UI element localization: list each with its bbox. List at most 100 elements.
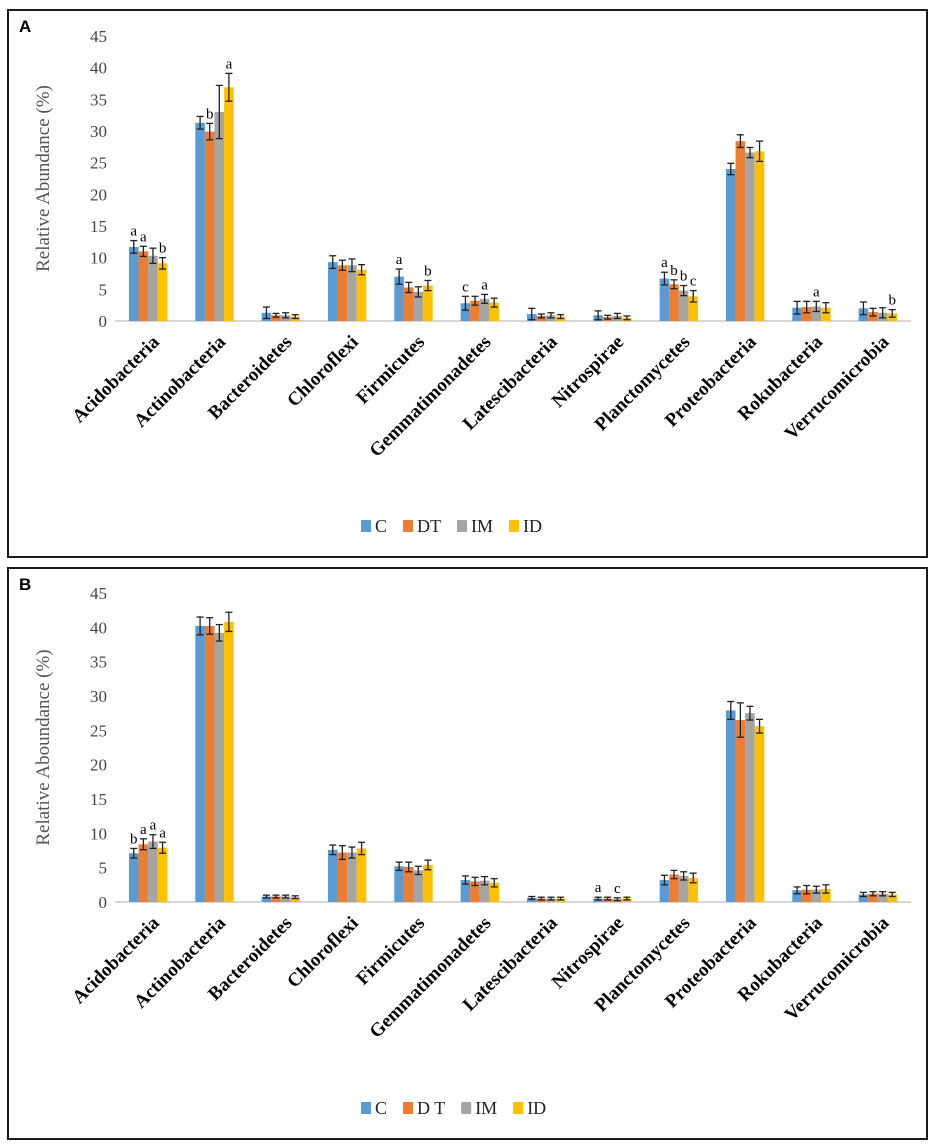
panel-b-bar-actinobacteria-id [224,621,234,902]
panel-b-errorbar-chloroflexi-id [358,841,366,856]
panel-a-errorbar-rokubacteria-dt [803,300,811,314]
panel-a-errorbar-proteobacteria-im [746,146,754,159]
panel-b-errorbar-acidobacteria-c [130,847,138,859]
chart-a: 0 5 10 15 20 25 30 35 40 45 Relative Abundance (%)… [33,27,911,536]
panel-b-category-gemmatimonadetes: Gemmatimonadetes [366,913,496,1043]
panel-b-bar-chloroflexi-im [347,852,357,902]
panel-b-bar-bacteroidetes-dt [271,896,281,902]
panel-b-ytick-5: 5 [99,859,108,878]
panel-b-errorbar-verrucomicrobia-c [859,891,867,898]
panel-a-errorbar-verrucomicrobia-id [888,308,896,318]
panel-b-bar-proteobacteria-c [725,710,736,902]
panel-b-errorbar-bacteroidetes-c [262,894,270,899]
panel-a-errorbar-nitrospirae-id [623,315,631,321]
panel-b-errorbar-verrucomicrobia-id [888,891,896,898]
panel-b-significance-letter: a [595,880,602,896]
panel-b-significance-letter: a [159,825,166,841]
panel-a-significance-letter: a [130,224,137,240]
panel-b-errorbar-gemmatimonadetes-im [481,875,489,886]
panel-b-significance-letter: c [614,881,621,897]
panel-a-significance-letter: b [670,263,678,279]
panel-a-errorbar-verrucomicrobia-im [879,307,887,319]
panel-b-errorbar-bacteroidetes-dt [272,894,280,899]
panel-a-ytick-20: 20 [90,185,107,204]
panel-b-errorbar-planctomycetes-c [660,874,668,886]
panel-b-bar-bacteroidetes-c [261,896,272,902]
panel-a-bar-planctomycetes-c [659,278,670,321]
panel-a-errorbar-rokubacteria-im [812,300,820,313]
panel-a-significance-letter: b [206,106,214,122]
panel-a-errorbar-rokubacteria-c [793,300,801,315]
panel-b-bar-planctomycetes-im [678,875,689,902]
panel-a-ytick-35: 35 [90,90,107,109]
panel-b-bar-verrucomicrobia-dt [868,893,878,902]
panel-a-significance-letter: b [424,263,432,279]
panel-b-bar-gemmatimonadetes-dt [470,881,480,902]
panel-a-errorbar-firmicutes-id [424,279,432,292]
panel-b-bar-gemmatimonadetes-id [489,882,500,902]
panel-b-errorbar-planctomycetes-dt [670,869,678,880]
panel-a-bar-acidobacteria-dt [138,251,149,321]
legend-swatch-dt [403,1102,414,1114]
legend-label-dt: DT [417,516,441,536]
panel-a-errorbar-actinobacteria-im [215,84,223,140]
panel-b-errorbar-rokubacteria-id [822,884,830,894]
panel-a-bar-rokubacteria-id [821,307,831,321]
panel-a-significance-letter: b [888,293,896,309]
panel-b-errorbar-bacteroidetes-id [291,895,299,900]
panel-b-category-chloroflexi: Chloroflexi [283,913,363,993]
panel-a-y-axis-label: Relative Abundance (%) [33,85,54,272]
panel-b-bar-bacteroidetes-id [290,897,301,902]
panel-a-bar-actinobacteria-im [214,112,225,321]
panel-a-ytick-15: 15 [90,217,107,236]
panel-a-errorbar-firmicutes-c [395,268,403,285]
panel-a-errorbar-chloroflexi-c [329,255,337,270]
legend-swatch-id [509,520,520,532]
legend-label-c: C [375,1098,387,1118]
panel-a-ytick-30: 30 [90,122,107,141]
legend-swatch-c [361,520,371,532]
panel-a-ytick-0: 0 [99,312,108,331]
panel-a-bar-chloroflexi-id [356,269,367,321]
panel-b-errorbar-actinobacteria-id [225,611,233,633]
panel-a-bar-firmicutes-c [394,276,404,321]
panel-a-bar-gemmatimonadetes-c [460,303,471,321]
panel-a-bar-proteobacteria-c [725,169,736,321]
panel-a-bar-gemmatimonadetes-id [489,302,500,321]
panel-a-errorbar-nitrospirae-dt [604,314,612,320]
panel-a-significance-letter: b [680,269,688,285]
panel-b-bar-rokubacteria-dt [801,889,812,902]
panel-b-bar-actinobacteria-im [214,632,225,902]
panel-b-errorbar-nitrospirae-dt [604,896,612,901]
panel-a-errorbar-actinobacteria-id [225,72,233,102]
panel-b-errorbar-rokubacteria-im [812,885,820,894]
panel-a-ytick-25: 25 [90,154,107,173]
panel-a-errorbar-proteobacteria-c [727,162,735,176]
panel-a-errorbar-rokubacteria-id [822,301,830,314]
panel-b-bar-firmicutes-id [423,864,433,902]
panel-b-errorbar-chloroflexi-c [329,844,337,856]
panel-b-errorbar-firmicutes-id [424,859,432,871]
legend-label-id: ID [527,1098,546,1118]
panel-a-bar-acidobacteria-c [128,246,139,321]
panel-a-bar-chloroflexi-dt [337,265,348,321]
panel-b-bar-verrucomicrobia-id [887,894,898,902]
panel-b-errorbar-gemmatimonadetes-c [461,875,469,885]
panel-a-bar-actinobacteria-id [224,87,234,321]
panel-a-category-gemmatimonadetes: Gemmatimonadetes [366,332,496,462]
panel-b-ytick-30: 30 [90,687,107,706]
panel-a-errorbar-nitrospirae-c [594,310,602,321]
panel-b-errorbar-firmicutes-im [414,865,422,876]
panel-b-bar-proteobacteria-dt [735,720,746,902]
panel-b-errorbar-latescibacteria-dt [537,896,545,901]
panel-b-errorbar-nitrospirae-id [623,896,631,901]
panel-a-errorbar-gemmatimonadetes-dt [471,295,479,306]
panel-b-significance-letter: a [140,822,147,838]
panel-a-ytick-40: 40 [90,59,107,78]
panel-b-errorbar-proteobacteria-im [746,705,754,721]
panel-a-significance-letter: a [481,277,488,293]
legend-label-im: IM [475,1098,497,1118]
panel-a-bar-rokubacteria-dt [801,307,812,321]
panel-a-errorbar-acidobacteria-im [149,247,157,265]
panel-a-bar-proteobacteria-dt [735,141,746,321]
